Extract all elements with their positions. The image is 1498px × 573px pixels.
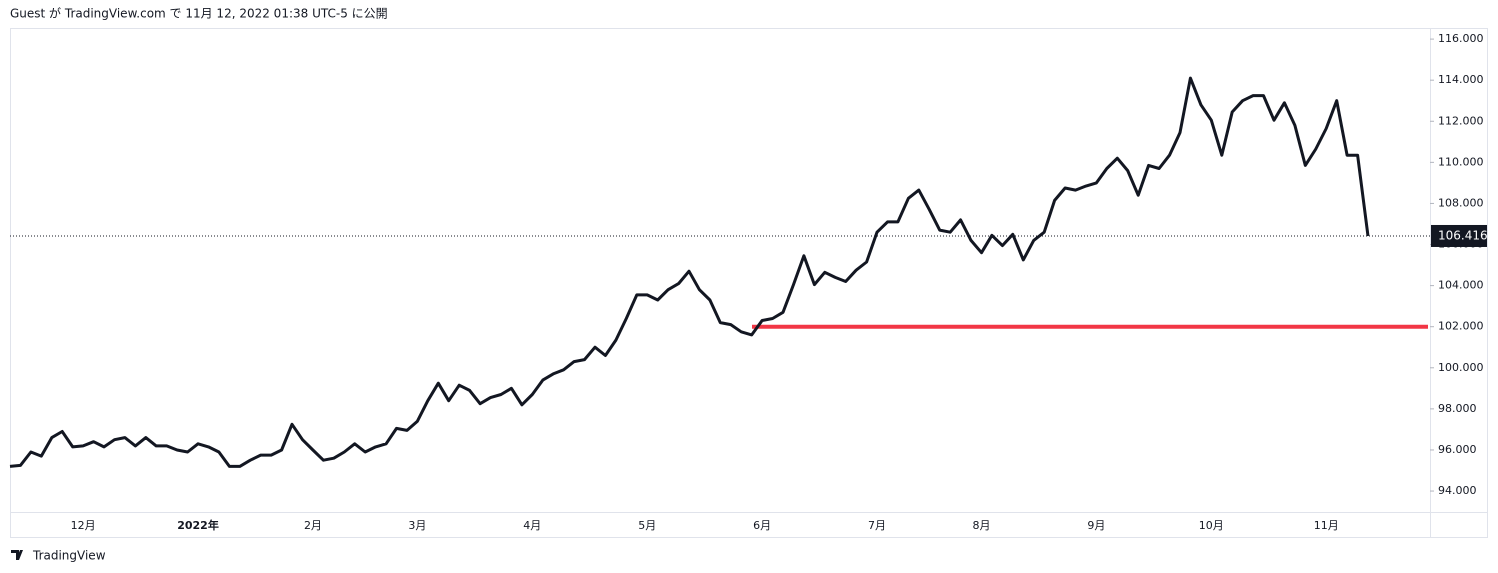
x-tick-label: 7月 <box>868 519 886 532</box>
x-tick-label: 10月 <box>1199 519 1224 532</box>
x-tick-label: 6月 <box>753 519 771 532</box>
x-tick-label: 4月 <box>523 519 541 532</box>
x-tick-label: 2月 <box>304 519 322 532</box>
x-tick-label: 5月 <box>638 519 656 532</box>
y-tick-label: 112.000 <box>1438 114 1484 127</box>
logo <box>11 550 23 560</box>
price-line <box>9 76 1370 468</box>
y-tick-label: 94.000 <box>1438 484 1477 497</box>
y-tick-label: 96.000 <box>1438 443 1477 456</box>
y-tick-label: 98.000 <box>1438 402 1477 415</box>
y-tick-label: 116.000 <box>1438 32 1484 45</box>
y-tick-label: 100.000 <box>1438 361 1484 374</box>
header: Guest が TradingView.com で 11月 12, 2022 0… <box>10 6 388 21</box>
y-tick-label: 104.000 <box>1438 279 1484 292</box>
last-price-badge <box>1431 224 1487 247</box>
footer: TradingView <box>32 549 106 563</box>
x-tick-label: 9月 <box>1087 519 1105 532</box>
x-tick-label: 2022年 <box>177 518 219 532</box>
chart-frame <box>10 28 1488 538</box>
x-tick-label: 12月 <box>71 519 96 532</box>
y-tick-label: 102.000 <box>1438 320 1484 333</box>
x-tick-label: 11月 <box>1314 519 1339 532</box>
x-tick-label: 3月 <box>408 519 426 532</box>
x-tick-label: 8月 <box>972 519 990 532</box>
y-tick-label: 114.000 <box>1438 73 1484 86</box>
y-tick-label: 108.000 <box>1438 196 1484 209</box>
last-price-label: 106.416 <box>1438 228 1488 242</box>
y-tick-label: 110.000 <box>1438 155 1484 168</box>
